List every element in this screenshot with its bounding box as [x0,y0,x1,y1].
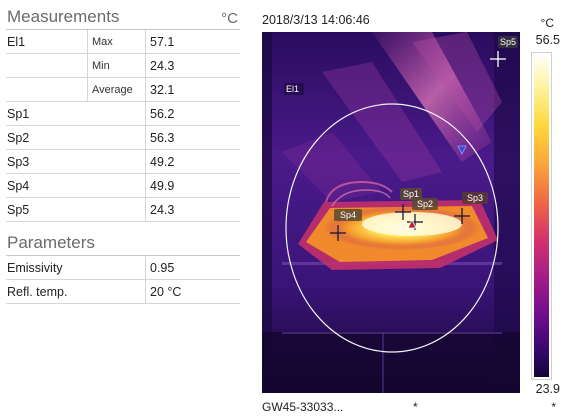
row-value: 49.9 [150,179,175,193]
sp5-crosshair-icon[interactable] [490,51,506,67]
measurements-table: El1 Max 57.1 Min 24.3 Average 32.1 Sp1 5… [6,30,240,222]
table-row: Sp3 49.2 [6,150,240,174]
row-name: Sp4 [7,179,30,193]
parameters-header: Parameters [6,230,240,256]
camera-id: GW45-33033... [262,400,344,414]
table-row: Refl. temp. 20 °C [6,280,240,304]
row-value: 49.2 [150,155,175,169]
thermal-panel: 2018/3/13 14:06:46 °C 56.5 [256,0,566,417]
scale-min-value: 23.9 [535,382,560,396]
sp5-label: Sp5 [500,37,516,47]
thermal-image[interactable]: El1 Sp5 Sp1 Sp2 Sp3 Sp4 [262,32,520,393]
table-row: Sp5 24.3 [6,198,240,222]
hotspot-triangle-icon [407,219,417,229]
row-value: 24.3 [150,203,175,217]
timestamp: 2018/3/13 14:06:46 [262,13,370,27]
row-name: Sp5 [7,203,30,217]
table-row: Average 32.1 [6,78,240,102]
report-panel: Measurements °C El1 Max 57.1 Min 24.3 Av… [0,0,246,417]
sp3-crosshair-icon[interactable] [454,208,470,224]
measurements-header: Measurements °C [6,4,240,30]
table-row: Sp4 49.9 [6,174,240,198]
row-value: 0.95 [150,261,175,275]
table-row: Min 24.3 [6,54,240,78]
measurements-title: Measurements [7,7,120,26]
table-row: El1 Max 57.1 [6,30,240,54]
temperature-scale-bar [531,52,552,380]
table-row: Sp2 56.3 [6,126,240,150]
sp3-label: Sp3 [467,193,483,203]
row-name: El1 [7,35,26,49]
row-stat: Max [92,36,113,48]
sp4-crosshair-icon[interactable] [330,225,346,241]
table-row: Emissivity 0.95 [6,256,240,280]
temperature-gradient [534,55,549,377]
measurements-unit: °C [221,10,238,27]
row-value: 57.1 [150,35,175,49]
el1-label: El1 [286,84,299,94]
row-name: Sp1 [7,107,30,121]
row-stat: Average [92,84,133,96]
row-value: 32.1 [150,83,175,97]
row-name: Emissivity [7,261,63,275]
scale-max-value: 56.5 [535,33,560,47]
sp4-label: Sp4 [340,210,356,220]
row-value: 56.2 [150,107,175,121]
marker-right: * [551,400,556,414]
scale-unit: °C [540,16,554,30]
row-name: Sp3 [7,155,30,169]
parameters-table: Emissivity 0.95 Refl. temp. 20 °C [6,256,240,304]
row-value: 56.3 [150,131,175,145]
parameters-title: Parameters [7,233,95,252]
sp1-label: Sp1 [403,189,419,199]
row-name: Refl. temp. [7,285,68,299]
row-value: 20 °C [150,285,182,299]
marker-left: * [413,400,418,414]
sp1-crosshair-icon[interactable] [395,204,411,220]
row-value: 24.3 [150,59,175,73]
table-row: Sp1 56.2 [6,102,240,126]
row-stat: Min [92,60,110,72]
row-name: Sp2 [7,131,30,145]
coldspot-triangle-icon [457,145,467,155]
sp2-label: Sp2 [417,199,433,209]
